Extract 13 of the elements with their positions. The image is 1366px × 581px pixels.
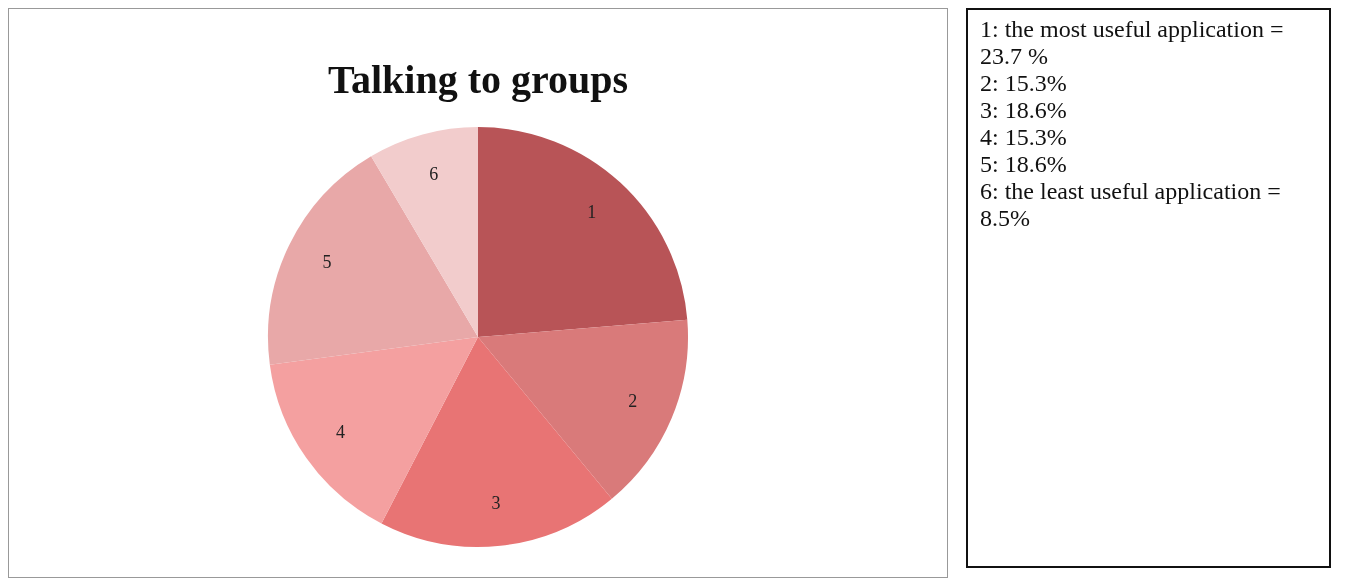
text: 1: the most useful application = 23.7 % <box>980 16 1285 70</box>
text: 6: the least useful application = 8.5% <box>980 178 1282 232</box>
text: 4: 15.3% <box>980 124 1068 151</box>
slice-label: 5 <box>322 252 332 273</box>
text: 3: 18.6% <box>980 97 1068 124</box>
slice-label: 3 <box>491 492 501 513</box>
slice-label: 4 <box>336 422 346 443</box>
slice-label: 2 <box>628 391 638 411</box>
slice-label: 6 <box>429 163 439 184</box>
slice-label: 1 <box>587 202 597 223</box>
text: 2: 15.3% <box>980 70 1068 97</box>
chart-title: Talking to groups <box>327 57 629 103</box>
text: 5: 18.6% <box>980 151 1068 178</box>
